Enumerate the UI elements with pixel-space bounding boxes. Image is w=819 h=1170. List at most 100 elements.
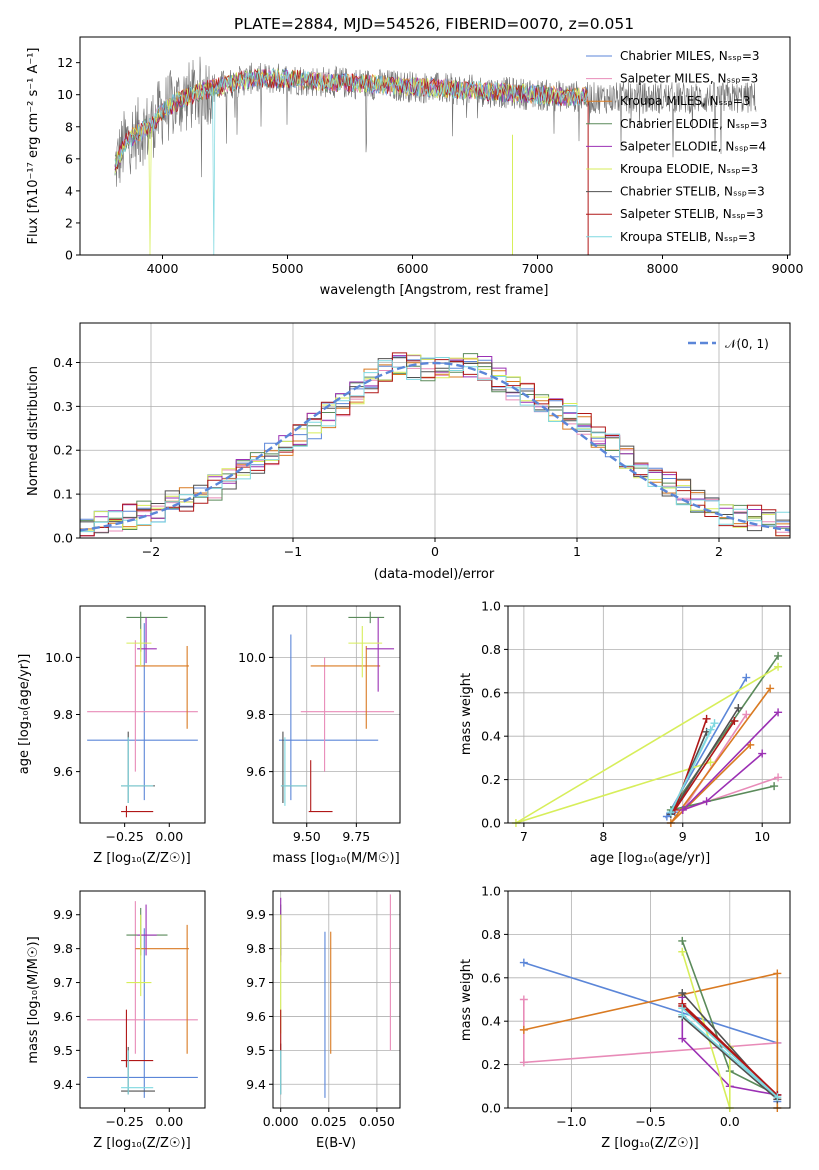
- weight-marker: [742, 673, 751, 682]
- figure-title: PLATE=2884, MJD=54526, FIBERID=0070, z=0…: [234, 15, 634, 33]
- weight-vs-age-panel-y-label: mass weight: [459, 673, 474, 755]
- legend-entry: Kroupa ELODIE, Nₛₛₚ=3: [620, 162, 758, 176]
- x-tick-label: −2: [142, 544, 160, 559]
- histogram-x-label: (data-model)/error: [374, 567, 495, 582]
- weight-marker: [770, 782, 779, 791]
- weight-marker: [519, 1025, 528, 1034]
- x-tick-label: 9.50: [293, 829, 321, 844]
- weight-marker: [734, 703, 743, 712]
- y-tick-label: 12: [57, 55, 73, 70]
- mass-vs-ebv-panel: 0.000 0.025 0.050 9.4 9.5 9.6 9.7 9.8 9.9 E(B-V): [246, 890, 401, 1151]
- y-tick-label: 9.7: [53, 975, 73, 990]
- weight-marker: [702, 797, 711, 806]
- y-tick-label: 0.6: [481, 970, 501, 985]
- axes-frame: [507, 890, 791, 1109]
- y-tick-label: 0.2: [481, 1057, 501, 1072]
- y-tick-label: 9.6: [53, 764, 73, 779]
- x-tick-label: 7: [520, 829, 528, 844]
- mass-vs-z-panel-y-label: mass [log₁₀(M/M☉)]: [26, 936, 41, 1063]
- weight-marker: [706, 758, 715, 767]
- legend-entry: Salpeter ELODIE, Nₛₛₚ=4: [620, 139, 766, 153]
- weight-marker: [746, 740, 755, 749]
- weight-marker: [774, 662, 783, 671]
- x-tick-label: 10: [754, 829, 770, 844]
- weight-marker: [678, 947, 687, 956]
- axes-frame: [79, 890, 206, 1109]
- histogram-step-kroupa_stelib: [79, 357, 791, 538]
- mass-vs-z-panel: −0.25 0.00 9.4 9.5 9.6 9.7 9.8 9.9 Z [log₁₀(Z/Z☉…: [26, 890, 206, 1151]
- y-tick-label: 1.0: [481, 599, 501, 614]
- y-tick-label: 0.3: [53, 399, 73, 414]
- y-tick-label: 1.0: [481, 884, 501, 899]
- x-tick-label: 0.00: [155, 829, 183, 844]
- y-tick-label: 0.2: [53, 443, 73, 458]
- x-tick-label: 6000: [397, 261, 429, 276]
- weight-marker: [773, 969, 782, 978]
- axes-frame: [79, 605, 206, 824]
- x-tick-label: 0.0: [720, 1114, 740, 1129]
- y-tick-label: 0.0: [481, 816, 501, 831]
- age-vs-mass-panel: 9.50 9.75 9.6 9.8 10.0 mass [log₁₀(M/M☉)]: [238, 605, 401, 866]
- spectrum-model-line-kroupa_stelib: [114, 68, 588, 256]
- axes-frame: [272, 890, 401, 1109]
- y-tick-label: 0.2: [481, 772, 501, 787]
- x-tick-label: −0.25: [105, 829, 143, 844]
- axes-frame: [79, 322, 791, 539]
- mass-vs-ebv-panel-x-label: E(B-V): [316, 1136, 356, 1151]
- y-tick-label: 8: [65, 119, 73, 134]
- spectrum-model-line-salpeter_stelib: [114, 68, 588, 171]
- spectrum-model-line-kroupa_elodie: [114, 67, 588, 256]
- y-tick-label: 9.4: [53, 1077, 73, 1092]
- weight-marker: [730, 717, 739, 726]
- y-tick-label: 0.4: [481, 729, 501, 744]
- gaussian-curve: [79, 361, 791, 532]
- y-tick-label: 6: [65, 151, 73, 166]
- axes-frame: [272, 605, 401, 824]
- weight-vs-age-panel-x-label: age [log₁₀(age/yr)]: [590, 851, 711, 866]
- x-tick-label: 0.025: [311, 1114, 347, 1129]
- legend-entry: Salpeter STELIB, Nₛₛₚ=3: [620, 207, 764, 221]
- y-tick-label: 9.7: [246, 975, 266, 990]
- y-tick-label: 9.4: [246, 1077, 266, 1092]
- y-tick-label: 9.9: [53, 907, 73, 922]
- weight-marker: [678, 805, 687, 814]
- y-tick-label: 9.8: [53, 707, 73, 722]
- y-tick-label: 0.8: [481, 927, 501, 942]
- x-tick-label: 8: [599, 829, 607, 844]
- y-tick-label: 0.4: [481, 1014, 501, 1029]
- age-vs-z-panel: −0.25 0.00 9.6 9.8 10.0 Z [log₁₀(Z/Z☉)] age [l…: [17, 605, 206, 866]
- weight-marker: [710, 719, 719, 728]
- x-tick-label: 2: [715, 544, 723, 559]
- y-tick-label: 9.6: [246, 764, 266, 779]
- axes-frame: [507, 605, 791, 824]
- legend-gaussian-label: 𝒩(0, 1): [725, 337, 769, 351]
- x-tick-label: 9: [679, 829, 687, 844]
- weight-marker: [519, 1058, 528, 1067]
- x-tick-label: 8000: [647, 261, 679, 276]
- y-tick-label: 0: [65, 248, 73, 263]
- mass-vs-z-panel-x-label: Z [log₁₀(Z/Z☉)]: [93, 1136, 190, 1151]
- weight-vs-age-panel: 7 8 9 10 0.0 0.2 0.4 0.6 0.8 1.0 age [log₁₀(age/yr…: [459, 599, 791, 866]
- x-tick-label: −0.25: [105, 1114, 143, 1129]
- x-tick-label: 0.000: [263, 1114, 299, 1129]
- y-tick-label: 10.0: [45, 650, 73, 665]
- x-tick-label: 7000: [522, 261, 554, 276]
- weight-marker: [519, 958, 528, 967]
- weight-marker: [774, 651, 783, 660]
- weight-marker: [766, 684, 775, 693]
- y-tick-label: 9.9: [246, 907, 266, 922]
- weight-marker: [702, 714, 711, 723]
- age-vs-z-panel-y-label: age [log₁₀(age/yr)]: [17, 654, 32, 775]
- legend-entry: Kroupa MILES, Nₛₛₚ=3: [620, 94, 750, 108]
- spectrum-y-label: Flux [fλ10⁻¹⁷ erg cm⁻² s⁻¹ A⁻¹]: [26, 48, 41, 245]
- y-tick-label: 4: [65, 183, 73, 198]
- y-tick-label: 0.6: [481, 685, 501, 700]
- x-tick-label: 0: [431, 544, 439, 559]
- weight-marker: [678, 936, 687, 945]
- weight-marker: [678, 1034, 687, 1043]
- y-tick-label: 0.0: [481, 1101, 501, 1116]
- y-tick-label: 9.6: [53, 1009, 73, 1024]
- x-tick-label: 9000: [772, 261, 804, 276]
- y-tick-label: 9.6: [246, 1009, 266, 1024]
